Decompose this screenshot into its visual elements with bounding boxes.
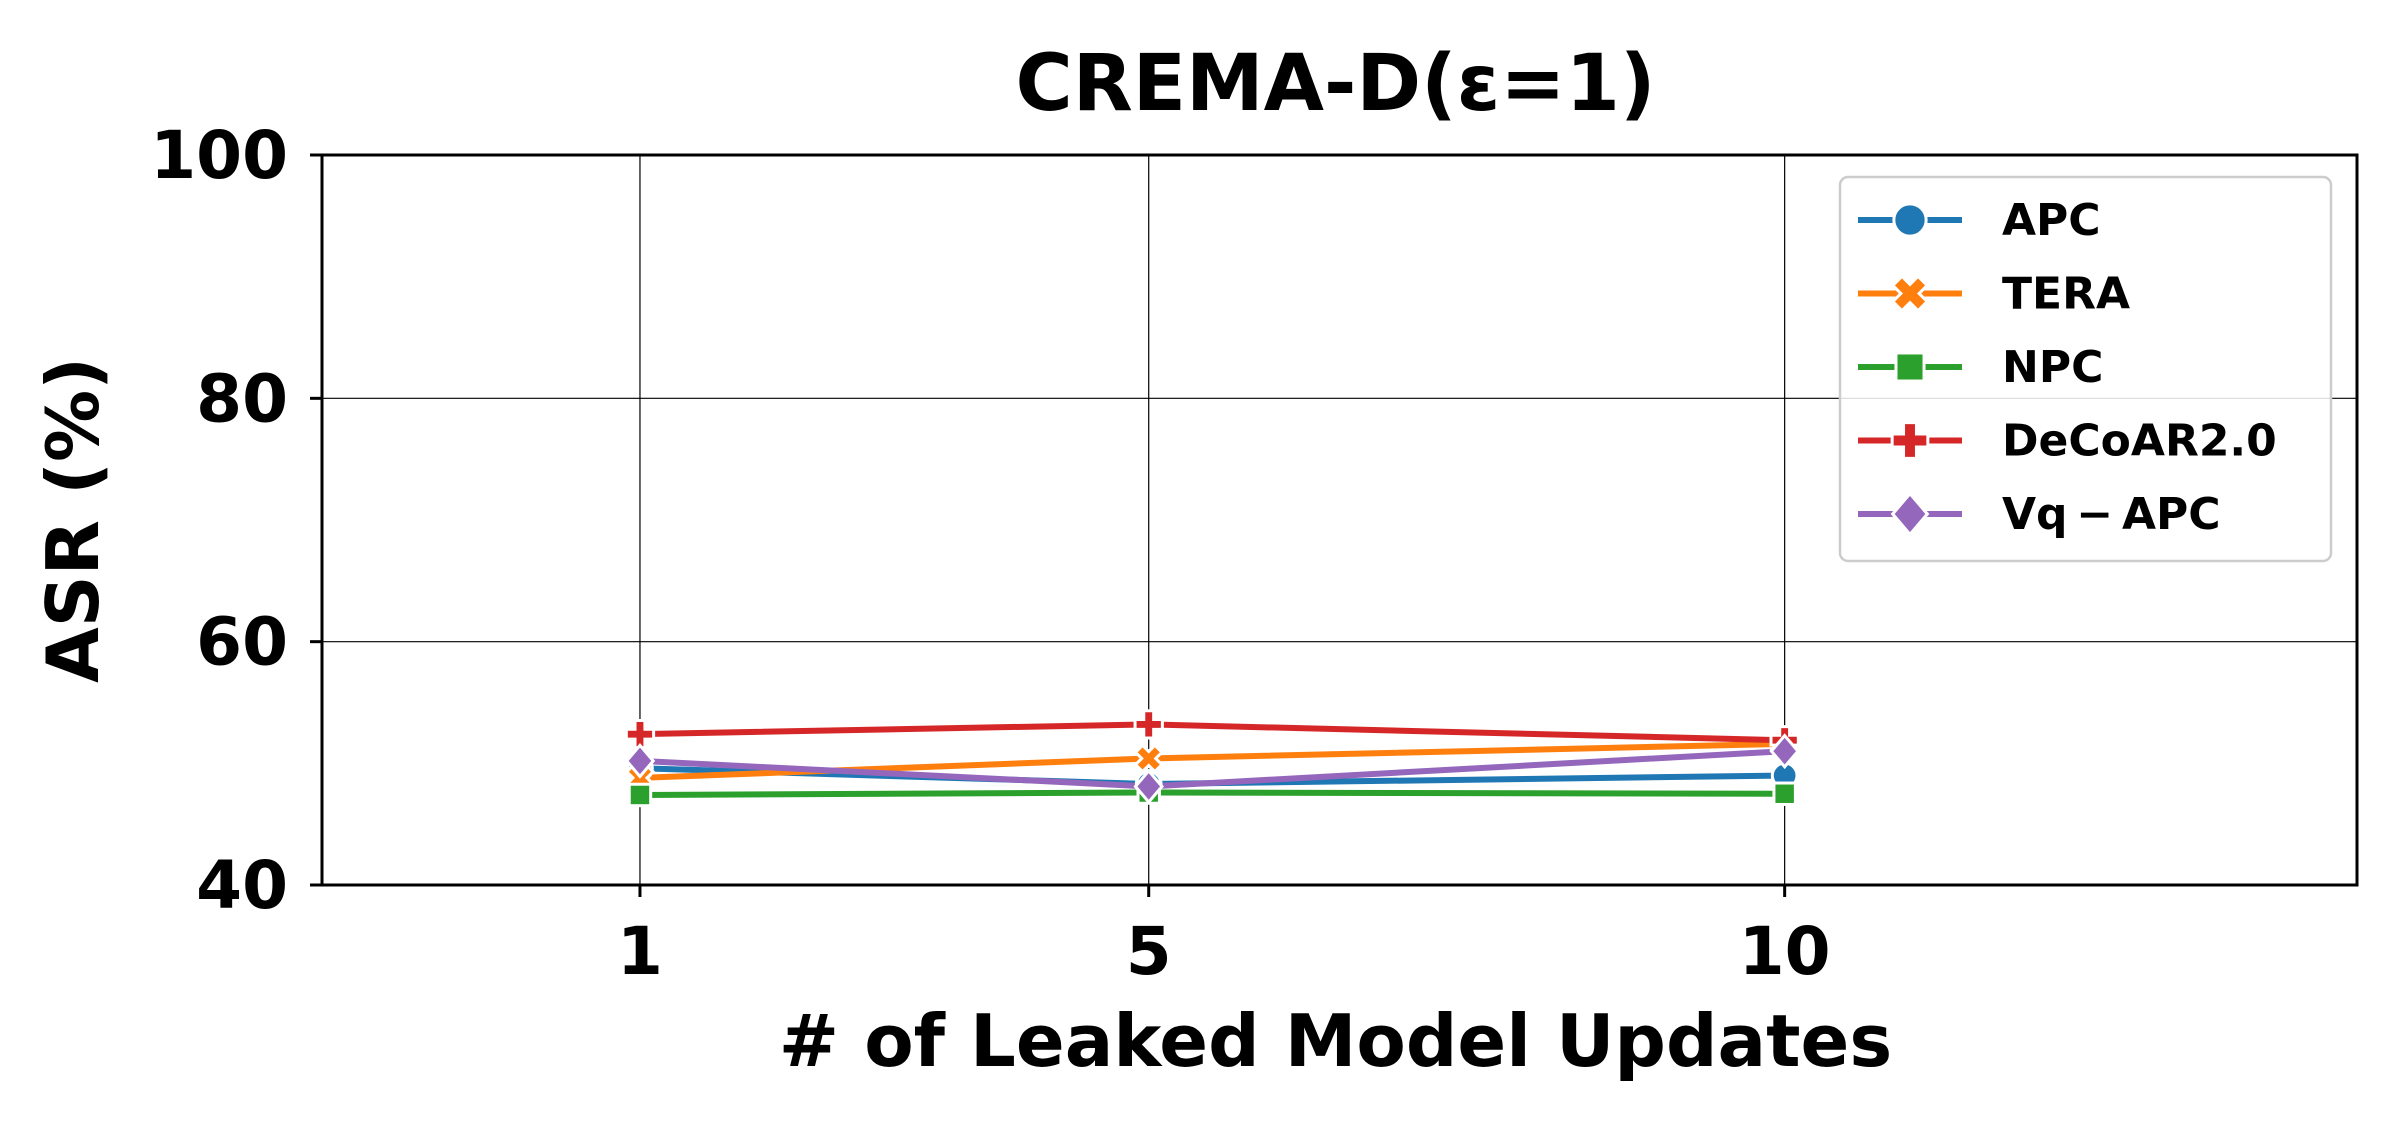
x-axis-ticks: 1 5 10 <box>617 885 1831 990</box>
data-point-marker <box>624 718 656 750</box>
legend-label: DeCoAR2.0 <box>2002 416 2277 467</box>
legend-entry: APC <box>1858 195 2101 246</box>
plot-area-frame <box>320 153 2359 887</box>
legend-label: APC <box>2002 195 2101 246</box>
y-axis-ticks: 40 60 80 100 <box>150 117 322 924</box>
data-point-marker <box>1133 709 1164 740</box>
x-tick-label: 10 <box>1739 913 1831 990</box>
x-tick-label: 5 <box>1126 913 1172 990</box>
y-axis-title: ASR (%) <box>31 357 115 683</box>
series-markers <box>624 709 1800 808</box>
y-tick-label: 40 <box>196 847 288 924</box>
legend-marker <box>1892 202 1928 238</box>
legend-box <box>1838 175 2333 563</box>
legend-label: Vq − APC <box>2002 489 2221 540</box>
data-point-marker <box>1772 781 1797 806</box>
legend-entry: Vq − APC <box>1858 489 2221 540</box>
x-axis-title: # of Leaked Model Updates <box>779 999 1892 1083</box>
legend-marker <box>1890 274 1930 313</box>
y-tick-label: 100 <box>150 117 288 194</box>
data-point-marker <box>1769 733 1800 770</box>
legend-entry: TERA <box>1858 269 2130 320</box>
legend-label: NPC <box>2002 342 2103 393</box>
legend-marker <box>1890 421 1930 460</box>
chart-title: CREMA-D(ε=1) <box>1015 39 1655 129</box>
data-point-marker <box>1133 743 1164 774</box>
legend-entry: DeCoAR2.0 <box>1858 416 2277 467</box>
x-tick-label: 1 <box>617 913 663 990</box>
y-tick-label: 80 <box>196 360 288 437</box>
y-tick-label: 60 <box>196 604 288 681</box>
series-line-2 <box>639 789 1785 798</box>
legend-marker <box>1894 351 1926 383</box>
data-point-marker <box>624 742 656 779</box>
legend-entry: NPC <box>1858 342 2103 393</box>
data-point-marker <box>627 782 653 808</box>
data-point-marker <box>1133 768 1164 805</box>
legend: APC TERA NPC DeCoAR2.0 Vq − APC <box>1838 175 2333 563</box>
legend-marker <box>1890 491 1930 537</box>
legend-label: TERA <box>2002 269 2130 320</box>
